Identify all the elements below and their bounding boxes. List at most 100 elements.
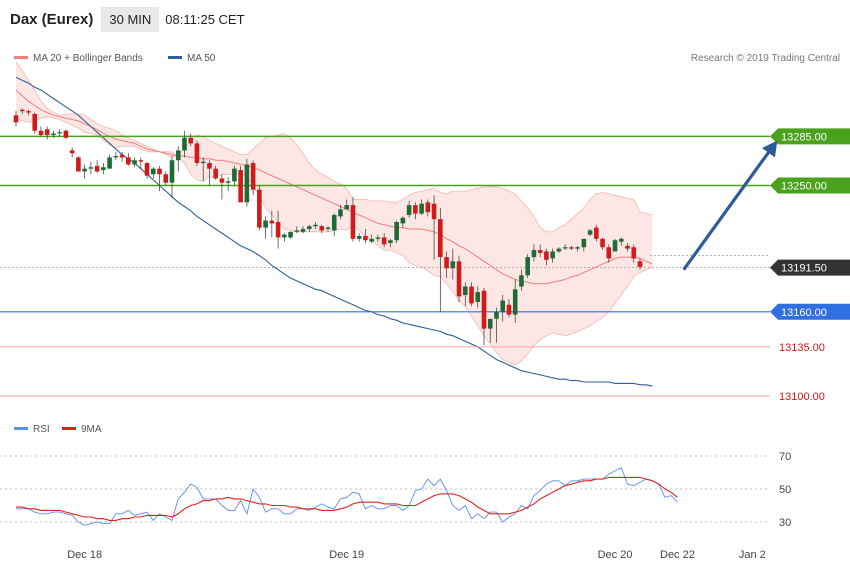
candle-body xyxy=(300,229,306,232)
candle-body xyxy=(138,160,144,162)
x-axis-label: Jan 2 xyxy=(739,549,766,561)
candle-body xyxy=(88,167,94,169)
candle-body xyxy=(569,247,574,249)
candle-body xyxy=(313,224,318,227)
level-tag-2 xyxy=(770,259,850,276)
candle-body xyxy=(606,247,612,259)
level-label-0: 13285.00 xyxy=(781,131,827,143)
candle-body xyxy=(26,111,31,113)
level-label-3: 13160.00 xyxy=(781,307,827,319)
legend-swatch-rsi xyxy=(14,427,28,430)
legend-rsi-ma-label: 9MA xyxy=(81,424,102,435)
candle-body xyxy=(250,163,256,190)
candle-body xyxy=(550,251,555,259)
candle-body xyxy=(107,157,112,169)
candle-body xyxy=(381,237,387,245)
candle-body xyxy=(319,226,325,231)
rsi-level-label: 30 xyxy=(779,517,791,529)
candle-body xyxy=(101,167,106,171)
candle-body xyxy=(587,230,593,235)
candle-body xyxy=(144,163,150,176)
candle-body xyxy=(506,304,512,315)
candle-body xyxy=(294,230,300,232)
candle-body xyxy=(182,137,187,151)
x-axis-label: Dec 19 xyxy=(329,549,364,561)
candle-body xyxy=(331,214,337,231)
candle-body xyxy=(481,290,487,329)
candle-body xyxy=(438,219,443,258)
candle-body xyxy=(44,129,50,135)
candle-body xyxy=(338,209,343,217)
candle-body xyxy=(325,227,331,229)
candle-body xyxy=(525,257,530,276)
candle-body xyxy=(132,160,137,165)
candle-body xyxy=(175,150,181,161)
candle-body xyxy=(275,221,281,238)
legend-ma50-label: MA 50 xyxy=(187,53,216,64)
rsi-level-label: 70 xyxy=(779,451,791,463)
candle-body xyxy=(556,248,562,252)
candle-body xyxy=(194,143,200,164)
rsi-ma-line xyxy=(16,476,678,521)
candle-body xyxy=(344,205,350,210)
candle-body xyxy=(238,170,243,203)
candle-body xyxy=(612,240,618,252)
projection-arrow-shaft xyxy=(682,147,773,271)
timeframe-selector[interactable]: 30 MIN xyxy=(101,6,160,32)
candle-body xyxy=(462,286,468,295)
candle-body xyxy=(200,161,206,164)
candle-body xyxy=(450,261,456,269)
candle-body xyxy=(82,168,87,172)
candle-body xyxy=(456,261,462,297)
legend-swatch-ma20 xyxy=(14,56,28,59)
candle-body xyxy=(157,168,162,175)
candle-body xyxy=(594,227,599,239)
bollinger-band-area xyxy=(16,62,653,366)
candle-body xyxy=(356,236,362,239)
candle-body xyxy=(219,178,225,183)
candle-body xyxy=(425,202,431,213)
candle-body xyxy=(494,311,499,319)
candle-body xyxy=(38,130,44,135)
x-axis-label: Dec 22 xyxy=(660,549,695,561)
candle-body xyxy=(13,115,19,123)
candle-body xyxy=(269,220,275,224)
candle-body xyxy=(544,251,549,260)
candle-body xyxy=(519,275,524,287)
x-axis-label: Dec 20 xyxy=(598,549,633,561)
rsi-level-label: 50 xyxy=(779,484,791,496)
candle-body xyxy=(369,238,374,242)
instrument-title: Dax (Eurex) xyxy=(10,10,94,28)
level-label-1: 13250.00 xyxy=(781,180,827,192)
candle-body xyxy=(119,154,125,158)
candle-body xyxy=(469,286,474,304)
ma20-line xyxy=(15,89,653,285)
candle-body xyxy=(618,238,624,242)
candle-body xyxy=(350,205,356,239)
candle-body xyxy=(500,300,506,312)
candle-body xyxy=(444,257,449,269)
candle-body xyxy=(575,247,580,249)
candle-body xyxy=(394,221,399,241)
candle-body xyxy=(69,150,75,154)
bollinger-upper-line xyxy=(15,61,653,233)
candle-body xyxy=(51,133,56,135)
candle-body xyxy=(113,156,119,158)
candle-body xyxy=(169,160,175,183)
candle-body xyxy=(306,226,312,229)
candle-body xyxy=(413,205,418,214)
x-axis-label: Dec 18 xyxy=(67,549,102,561)
candle-body xyxy=(406,205,412,215)
candle-body xyxy=(531,250,537,258)
candle-body xyxy=(388,240,393,244)
chart-header: Dax (Eurex) 30 MIN 08:11:25 CET xyxy=(0,6,245,32)
legend-swatch-ma50 xyxy=(168,56,182,59)
rsi-line xyxy=(16,466,678,526)
candle-body xyxy=(57,132,62,134)
candle-body xyxy=(19,109,25,112)
legend-swatch-rsi-ma xyxy=(62,427,76,430)
candle-body xyxy=(637,261,643,267)
candle-body xyxy=(63,130,69,138)
legend-rsi-label: RSI xyxy=(33,424,50,435)
